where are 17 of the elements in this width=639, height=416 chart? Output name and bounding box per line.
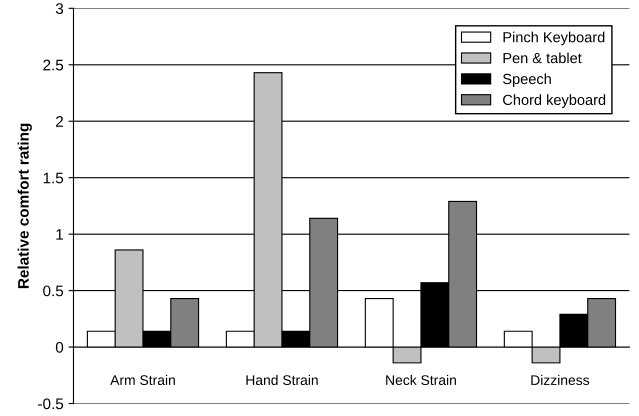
x-tick-label: Hand Strain xyxy=(246,374,318,386)
x-tick-label: Neck Strain xyxy=(386,374,456,386)
y-tick-label: 1.5 xyxy=(44,172,64,184)
y-axis-title: Relative comfort rating xyxy=(18,124,32,288)
legend-label: Pinch Keyboard xyxy=(504,32,604,46)
y-tick-label: 1 xyxy=(56,229,64,240)
y-tick-label: -0.5 xyxy=(38,398,64,410)
y-tick-label: 2 xyxy=(56,116,63,127)
y-tick-label: 2.5 xyxy=(43,60,64,70)
x-tick-label: Dizziness xyxy=(531,374,590,386)
y-tick-label: 3 xyxy=(56,3,64,14)
legend-label: Speech xyxy=(502,73,551,88)
y-tick-label: 0.5 xyxy=(43,285,64,296)
y-tick-label: 0 xyxy=(56,342,64,353)
legend-label: Chord keyboard xyxy=(503,94,606,108)
x-tick-label: Arm Strain xyxy=(110,374,175,386)
legend-label: Pen & tablet xyxy=(504,52,582,64)
